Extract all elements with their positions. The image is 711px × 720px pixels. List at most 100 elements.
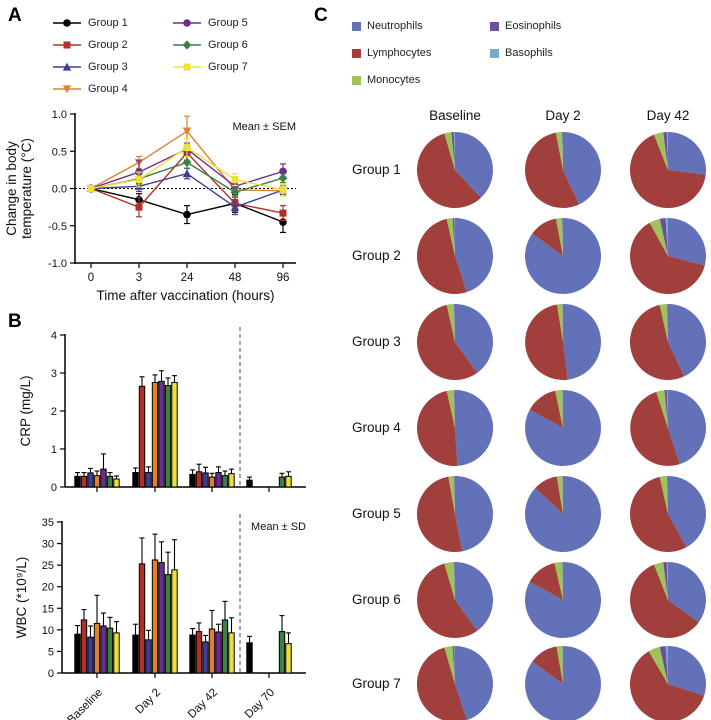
slice-monocytes bbox=[648, 646, 668, 684]
slice-monocytes bbox=[446, 390, 455, 428]
crp-bar-chart: 0 1 2 3 4 CRP (mg/L) bbox=[18, 327, 306, 494]
pie-group-5-baseline bbox=[416, 475, 494, 553]
wbc-bars-group-6 bbox=[106, 551, 286, 674]
slice-basophils bbox=[666, 562, 668, 600]
slice-lymphocytes bbox=[630, 391, 680, 466]
y-tick-label: 2 bbox=[51, 406, 57, 418]
slice-monocytes bbox=[446, 304, 455, 342]
slice-lymphocytes bbox=[525, 304, 568, 380]
slice-monocytes bbox=[557, 304, 563, 342]
legend-item-group-1: Group 1 bbox=[52, 17, 128, 29]
pie-group-7-day-42 bbox=[630, 645, 706, 720]
crp-bars-group-2 bbox=[80, 376, 203, 488]
panel-c-label: C bbox=[314, 5, 328, 26]
y-tick-label: 0 bbox=[51, 482, 57, 494]
slice-lymphocytes bbox=[532, 646, 563, 684]
slice-lymphocytes bbox=[524, 132, 580, 208]
legend-label: Group 7 bbox=[208, 61, 248, 73]
slice-eosinophils bbox=[659, 646, 668, 684]
y-tick-label: 1 bbox=[51, 444, 57, 456]
crp-bars-group-3 bbox=[87, 466, 209, 488]
slice-neutrophils bbox=[563, 132, 601, 205]
legend-item-basophils: Basophils bbox=[490, 47, 553, 59]
category-label: Day 70 bbox=[243, 687, 277, 720]
slice-basophils bbox=[665, 645, 668, 684]
pie-row-label-group-6: Group 6 bbox=[352, 592, 401, 607]
y-tick-label: 35 bbox=[42, 517, 54, 529]
slice-basophils bbox=[454, 646, 455, 684]
pie-col-header-day-2: Day 2 bbox=[545, 108, 581, 123]
slice-monocytes bbox=[448, 476, 455, 514]
pie-group-6-day-2 bbox=[524, 561, 601, 638]
differential-pie-grid bbox=[416, 131, 707, 720]
legend-label: Monocytes bbox=[367, 74, 421, 86]
pie-group-5-day-42 bbox=[629, 475, 707, 553]
slice-eosinophils bbox=[452, 646, 455, 684]
slice-basophils bbox=[665, 217, 668, 256]
legend-label: Group 2 bbox=[88, 39, 128, 51]
pie-row-label-group-7: Group 7 bbox=[352, 676, 401, 691]
slice-lymphocytes bbox=[535, 476, 563, 514]
legend-item-group-5: Group 5 bbox=[172, 17, 248, 29]
slice-monocytes bbox=[555, 132, 563, 170]
slice-basophils bbox=[453, 132, 455, 170]
legend-label: Basophils bbox=[505, 47, 553, 59]
slice-lymphocytes bbox=[629, 564, 699, 639]
slice-lymphocytes bbox=[416, 218, 467, 295]
legend-item-neutrophils: Neutrophils bbox=[352, 20, 423, 32]
wbc-bars-group-4 bbox=[93, 533, 216, 674]
pie-group-3-day-2 bbox=[525, 303, 601, 380]
y-tick-label: 1.0 bbox=[52, 109, 67, 121]
y-axis-title: WBC (*10⁹/L) bbox=[14, 557, 29, 639]
slice-eosinophils bbox=[666, 304, 668, 342]
slice-neutrophils bbox=[524, 390, 601, 466]
body-temperature-line-chart: 1.0 0.5 0.0 -0.5 -1.0 0 3 24 48 96 Mean ± SEM Time … bbox=[4, 109, 296, 303]
pie-group-7-baseline bbox=[416, 646, 493, 720]
legend-item-group-7: Group 7 bbox=[172, 61, 248, 73]
slice-eosinophils bbox=[451, 132, 455, 170]
y-tick-label: 5 bbox=[48, 646, 54, 658]
pie-row-label-group-5: Group 5 bbox=[352, 506, 401, 521]
slice-lymphocytes bbox=[630, 222, 705, 294]
slice-eosinophils bbox=[562, 646, 563, 684]
x-tick-label: 3 bbox=[136, 272, 142, 284]
slice-eosinophils bbox=[666, 476, 668, 514]
group-7-marker-icon bbox=[173, 63, 201, 71]
crp-bars-group-1 bbox=[74, 467, 253, 488]
slice-monocytes bbox=[659, 476, 668, 514]
slice-eosinophils bbox=[452, 218, 455, 256]
slice-neutrophils bbox=[563, 304, 601, 380]
y-tick-label: 0.5 bbox=[52, 146, 67, 158]
x-tick-label: 24 bbox=[181, 272, 194, 284]
pie-row-label-group-1: Group 1 bbox=[352, 162, 401, 177]
legend-label: Lymphocytes bbox=[367, 47, 432, 59]
slice-lymphocytes bbox=[416, 304, 478, 381]
slice-lymphocytes bbox=[630, 651, 705, 720]
pie-group-4-baseline bbox=[416, 389, 494, 467]
pie-group-1-day-2 bbox=[524, 131, 601, 208]
y-axis-title: Change in body bbox=[4, 141, 19, 236]
legend-label: Group 1 bbox=[88, 17, 128, 29]
eosinophils-swatch-icon bbox=[490, 21, 499, 31]
slice-neutrophils bbox=[455, 303, 494, 373]
y-tick-label: 30 bbox=[42, 539, 54, 551]
slice-eosinophils bbox=[453, 390, 455, 428]
y-tick-label: -0.5 bbox=[48, 221, 67, 233]
pie-group-6-day-42 bbox=[629, 562, 707, 639]
legend-item-group-3: Group 3 bbox=[52, 61, 128, 73]
pie-group-5-day-2 bbox=[525, 475, 602, 552]
legend-label: Eosinophils bbox=[505, 20, 562, 32]
y-tick-label: 10 bbox=[42, 625, 54, 637]
slice-eosinophils bbox=[561, 132, 563, 170]
slice-neutrophils bbox=[668, 218, 707, 266]
slice-eosinophils bbox=[562, 304, 563, 342]
slice-eosinophils bbox=[663, 562, 668, 600]
slice-monocytes bbox=[444, 132, 455, 170]
category-label: Day 42 bbox=[186, 687, 220, 720]
slice-eosinophils bbox=[453, 476, 455, 514]
pie-col-header-baseline: Baseline bbox=[429, 108, 481, 123]
slice-eosinophils bbox=[562, 562, 563, 600]
lymphocytes-swatch-icon bbox=[352, 48, 361, 58]
series-group-7 bbox=[87, 137, 287, 197]
